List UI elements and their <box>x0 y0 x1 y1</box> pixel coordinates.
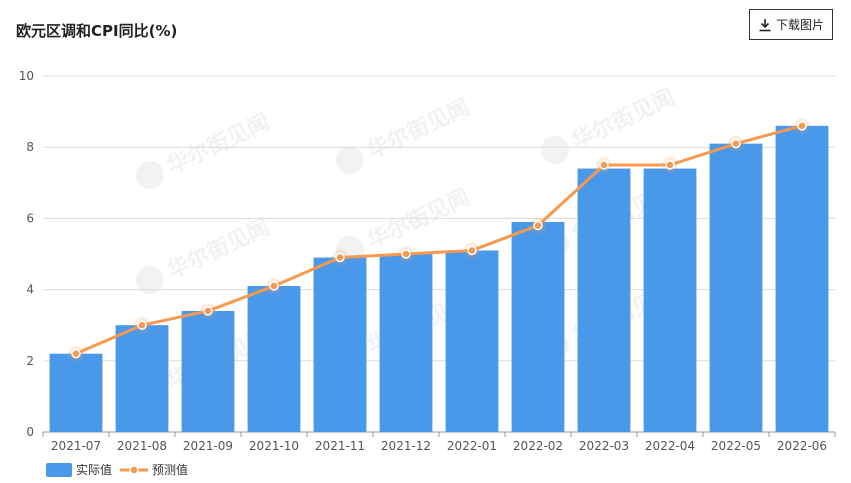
legend-label: 预测值 <box>152 462 188 477</box>
line-point <box>401 249 411 259</box>
legend-swatch-point <box>129 465 139 475</box>
watermark-text: 华尔街见闻 <box>363 94 474 164</box>
download-icon <box>759 18 771 31</box>
watermark-logo <box>136 161 164 189</box>
y-tick-label: 8 <box>26 140 34 154</box>
watermark-logo <box>136 266 164 294</box>
bar <box>49 353 103 432</box>
bar-series <box>49 125 829 432</box>
x-tick-label: 2021-08 <box>117 439 167 453</box>
y-tick-label: 10 <box>19 69 34 83</box>
watermark: 华尔街见闻 <box>136 109 274 189</box>
x-tick-label: 2021-12 <box>381 439 431 453</box>
x-tick-label: 2022-04 <box>645 439 695 453</box>
watermark: 华尔街见闻 <box>541 84 679 164</box>
x-tick-label: 2022-05 <box>711 439 761 453</box>
x-tick-label: 2021-09 <box>183 439 233 453</box>
x-tick-label: 2022-02 <box>513 439 563 453</box>
x-tick-label: 2022-06 <box>777 439 827 453</box>
bar <box>181 310 235 432</box>
x-tick-label: 2021-07 <box>51 439 101 453</box>
y-tick-label: 4 <box>26 283 34 297</box>
watermark-logo <box>541 136 569 164</box>
x-tick-label: 2021-11 <box>315 439 365 453</box>
watermark: 华尔街见闻 <box>336 94 474 174</box>
bar <box>709 143 763 432</box>
legend: 实际值 预测值 <box>46 462 188 477</box>
line-point <box>137 320 147 330</box>
watermark-text: 华尔街见闻 <box>363 184 474 254</box>
download-image-label: 下载图片 <box>775 18 824 32</box>
watermark-text: 华尔街见闻 <box>568 84 679 154</box>
line-point <box>203 306 213 316</box>
line-point <box>797 121 807 131</box>
line-series <box>68 117 810 362</box>
legend-swatch-bar <box>46 463 72 477</box>
bar <box>247 286 301 432</box>
line-point <box>335 252 345 263</box>
line-point <box>599 160 609 170</box>
y-tick-label: 2 <box>26 354 34 368</box>
line-point <box>533 220 543 231</box>
bar <box>313 257 367 432</box>
x-tick-label: 2022-03 <box>579 439 629 453</box>
y-tick-label: 0 <box>26 425 34 439</box>
bar <box>445 250 499 432</box>
x-tick-label: 2021-10 <box>249 439 299 453</box>
watermark-text: 华尔街见闻 <box>163 214 274 284</box>
line-point <box>665 160 675 170</box>
line-path <box>75 124 803 356</box>
bar <box>115 325 169 432</box>
watermark-text: 华尔街见闻 <box>163 109 274 179</box>
y-axis: 0 2 4 6 8 10 <box>19 69 34 439</box>
line-point <box>467 245 477 256</box>
x-tick-label: 2022-01 <box>447 439 497 453</box>
y-tick-label: 6 <box>26 211 34 225</box>
watermark: 华尔街见闻 <box>136 214 274 294</box>
legend-label: 实际值 <box>76 462 112 477</box>
line-point <box>269 281 279 291</box>
bar <box>379 254 433 432</box>
download-image-button[interactable]: 下载图片 <box>749 9 833 40</box>
watermark-logo <box>336 146 364 174</box>
chart-title: 欧元区调和CPI同比(%) <box>16 22 178 40</box>
line-point <box>731 138 741 149</box>
bar <box>577 168 631 432</box>
bar <box>643 168 697 432</box>
x-axis: 2021-07 2021-08 2021-09 2021-10 2021-11 2021-… <box>42 432 836 453</box>
bar <box>511 221 565 432</box>
line-point <box>71 348 81 359</box>
bar <box>775 125 829 432</box>
